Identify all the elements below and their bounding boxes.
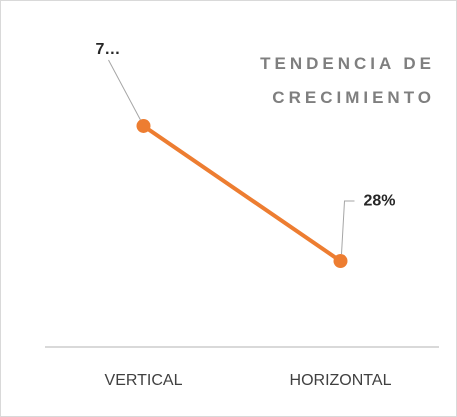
- data-label: 7…: [96, 41, 121, 58]
- chart-title: TENDENCIA DE CRECIMIENTO: [260, 54, 435, 107]
- leader-line: [108, 59, 141, 121]
- marker: [333, 254, 348, 269]
- leader-line: [341, 200, 355, 255]
- x-tick-label: HORIZONTAL: [290, 372, 392, 389]
- data-label: 28%: [364, 192, 396, 209]
- line: [141, 123, 343, 264]
- marker: [136, 118, 151, 133]
- x-tick-label: VERTICAL: [105, 372, 183, 389]
